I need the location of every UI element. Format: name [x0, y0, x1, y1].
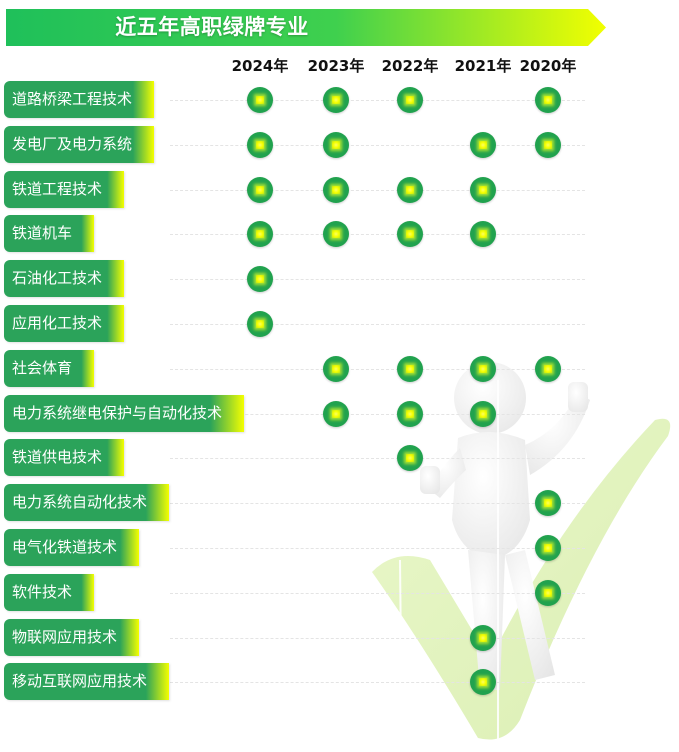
green-card-marker [535, 490, 561, 517]
major-label: 铁道工程技术 [4, 170, 124, 208]
row-guide-line [170, 503, 585, 505]
table-row: 铁道机车 [0, 214, 679, 254]
row-guide-line [170, 279, 585, 281]
row-guide-line [170, 458, 585, 460]
green-card-marker [247, 311, 273, 337]
table-row: 石油化工技术 [0, 259, 679, 299]
row-guide-line [170, 144, 585, 146]
green-card-marker [535, 535, 561, 561]
green-card-marker [247, 266, 273, 293]
table-row: 铁道工程技术 [0, 170, 679, 210]
row-guide-line [170, 100, 585, 101]
table-row: 移动互联网应用技术 [0, 662, 679, 702]
column-header-0: 2024年 [231, 57, 289, 75]
table-row: 电气化铁道技术 [0, 528, 679, 568]
page-title: 近五年高职绿牌专业 [115, 15, 309, 39]
major-label: 软件技术 [4, 573, 94, 611]
green-card-marker [470, 624, 496, 651]
green-card-marker [397, 221, 423, 248]
major-label: 铁道机车 [4, 215, 94, 253]
banner-arrow-shape [6, 9, 606, 46]
major-label: 发电厂及电力系统 [4, 125, 154, 163]
table-row: 道路桥梁工程技术 [0, 80, 679, 120]
green-card-marker [247, 131, 273, 158]
green-card-marker [470, 355, 496, 382]
major-label: 道路桥梁工程技术 [4, 81, 154, 118]
green-card-marker [470, 669, 496, 696]
title-banner: 近五年高职绿牌专业 [6, 9, 606, 46]
table-row: 社会体育 [0, 349, 679, 389]
table-row: 应用化工技术 [0, 304, 679, 344]
row-guide-line [170, 324, 585, 325]
major-label: 社会体育 [4, 349, 94, 387]
column-header-3: 2021年 [454, 57, 512, 75]
green-card-marker [535, 355, 561, 382]
row-guide-line [170, 368, 585, 370]
row-guide-line [170, 592, 585, 594]
major-label: 物联网应用技术 [4, 618, 139, 656]
column-header-1: 2023年 [307, 57, 365, 75]
green-card-marker [535, 87, 561, 113]
green-card-marker [470, 400, 496, 427]
green-card-marker [470, 176, 496, 203]
row-guide-line [170, 548, 585, 549]
column-header-2: 2022年 [381, 57, 439, 75]
table-row: 电力系统继电保护与自动化技术 [0, 394, 679, 434]
green-card-marker [247, 176, 273, 203]
row-guide-line [170, 682, 585, 684]
row-guide-line [170, 234, 585, 236]
major-label: 应用化工技术 [4, 305, 124, 342]
green-card-marker [323, 131, 349, 158]
green-card-marker [323, 400, 349, 427]
major-label: 石油化工技术 [4, 260, 124, 298]
green-card-marker [397, 355, 423, 382]
major-label: 电力系统自动化技术 [4, 484, 169, 522]
row-guide-line [170, 413, 585, 415]
table-row: 发电厂及电力系统 [0, 125, 679, 165]
table-row: 软件技术 [0, 573, 679, 613]
green-card-marker [535, 131, 561, 158]
green-card-marker [397, 445, 423, 472]
major-label: 移动互联网应用技术 [4, 663, 169, 701]
green-card-marker [470, 131, 496, 158]
green-card-marker [470, 221, 496, 248]
green-card-marker [323, 87, 349, 113]
table-row: 电力系统自动化技术 [0, 483, 679, 523]
green-card-marker [323, 221, 349, 248]
green-card-marker [397, 400, 423, 427]
green-card-marker [397, 176, 423, 203]
column-header-4: 2020年 [519, 57, 577, 75]
row-guide-line [170, 189, 585, 191]
major-label: 铁道供电技术 [4, 439, 124, 477]
green-card-marker [535, 579, 561, 606]
green-card-marker [323, 176, 349, 203]
green-card-marker [247, 221, 273, 248]
major-label: 电气化铁道技术 [4, 529, 139, 566]
green-card-marker [247, 87, 273, 113]
green-card-marker [397, 87, 423, 113]
table-row: 铁道供电技术 [0, 438, 679, 478]
major-label: 电力系统继电保护与自动化技术 [4, 394, 244, 432]
green-card-marker [323, 355, 349, 382]
row-guide-line [170, 637, 585, 639]
table-row: 物联网应用技术 [0, 618, 679, 658]
